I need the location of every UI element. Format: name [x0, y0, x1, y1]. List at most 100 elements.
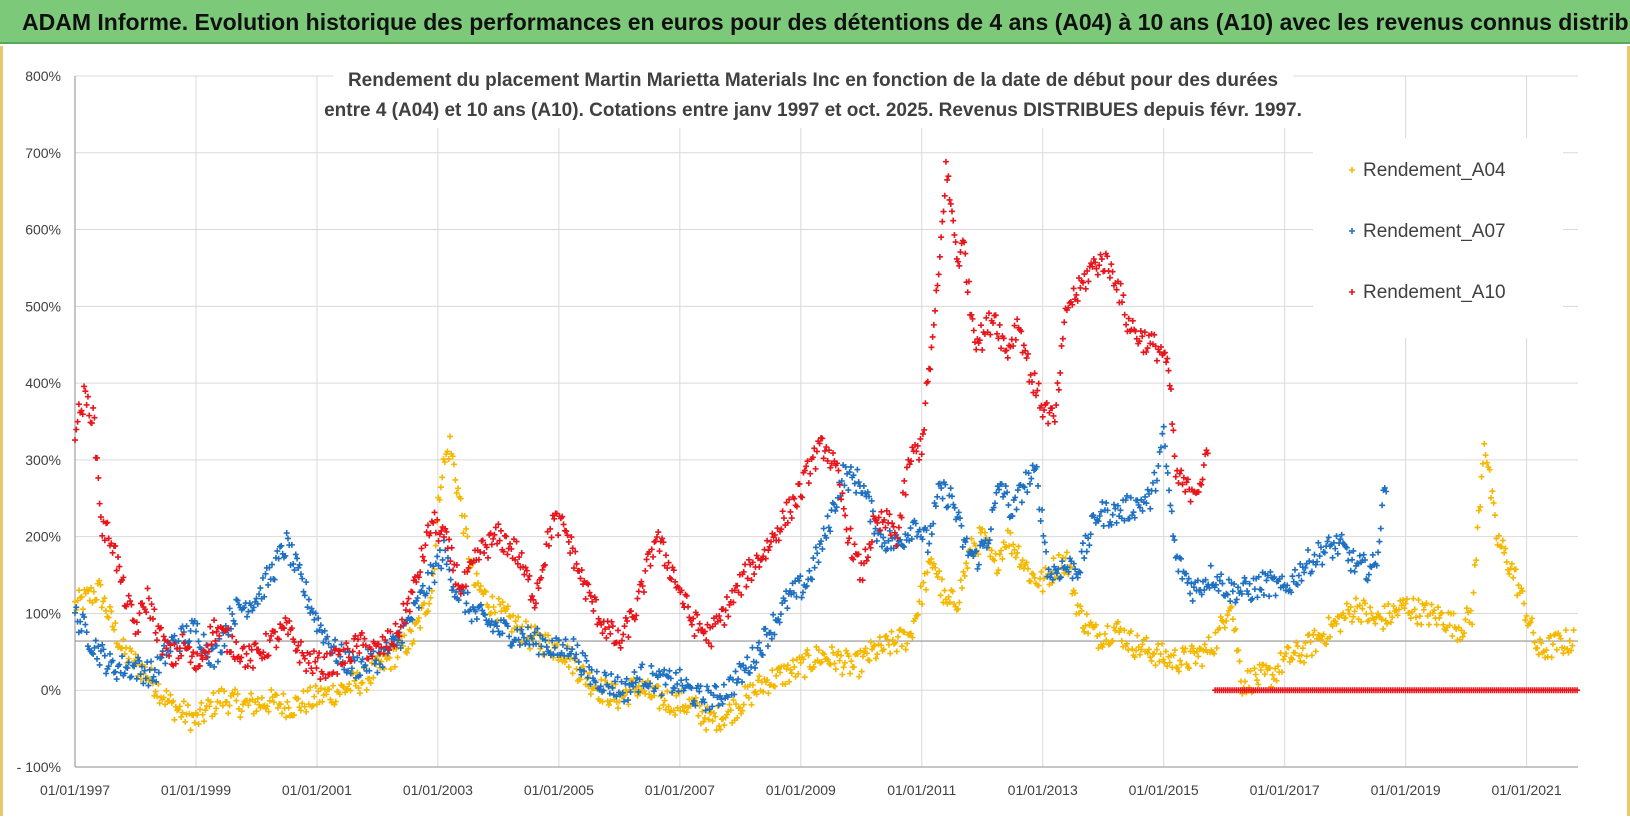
scatter-point	[330, 682, 337, 689]
scatter-point	[95, 643, 102, 650]
scatter-point	[277, 621, 284, 628]
scatter-point	[230, 617, 237, 624]
scatter-point	[678, 677, 685, 684]
scatter-point	[806, 567, 813, 574]
scatter-point	[1459, 633, 1466, 640]
scatter-point	[1155, 463, 1162, 470]
scatter-point	[1156, 658, 1163, 665]
x-tick-label: 01/01/2017	[1250, 782, 1320, 798]
y-tick-label: 400%	[25, 375, 61, 391]
scatter-point	[1078, 548, 1085, 555]
scatter-point	[600, 687, 607, 694]
scatter-point	[731, 587, 738, 594]
scatter-point	[748, 577, 755, 584]
scatter-point	[415, 615, 422, 622]
scatter-point	[543, 644, 550, 651]
scatter-point	[101, 652, 108, 659]
scatter-point	[727, 707, 734, 714]
scatter-point	[399, 639, 406, 646]
scatter-point	[959, 543, 966, 550]
scatter-point	[231, 686, 238, 693]
scatter-point	[1095, 518, 1102, 525]
scatter-point	[241, 604, 248, 611]
scatter-point	[656, 705, 663, 712]
scatter-point	[85, 587, 92, 594]
scatter-point	[605, 683, 612, 690]
scatter-point	[234, 691, 241, 698]
scatter-point	[127, 598, 134, 605]
scatter-point	[598, 621, 605, 628]
scatter-point	[574, 642, 581, 649]
scatter-point	[1022, 347, 1029, 354]
scatter-point	[1104, 507, 1111, 514]
scatter-point	[1201, 641, 1208, 648]
scatter-point	[442, 525, 449, 532]
scatter-point	[133, 675, 140, 682]
scatter-point	[1033, 463, 1040, 470]
scatter-point	[828, 644, 835, 651]
scatter-point	[1352, 595, 1359, 602]
scatter-point	[183, 623, 190, 630]
scatter-point	[1515, 582, 1522, 589]
scatter-point	[367, 680, 374, 687]
scatter-point	[1386, 610, 1393, 617]
scatter-point	[1455, 624, 1462, 631]
scatter-point	[494, 623, 501, 630]
scatter-point	[212, 637, 219, 644]
scatter-point	[663, 552, 670, 559]
scatter-point	[223, 698, 230, 705]
scatter-point	[578, 567, 585, 574]
scatter-point	[1320, 631, 1327, 638]
scatter-point	[516, 554, 523, 561]
scatter-point	[159, 651, 166, 658]
scatter-point	[1167, 502, 1174, 509]
scatter-point	[102, 607, 109, 614]
scatter-point	[608, 618, 615, 625]
scatter-point	[1092, 259, 1099, 266]
scatter-point	[1171, 647, 1178, 654]
scatter-point	[935, 271, 942, 278]
scatter-point	[296, 659, 303, 666]
scatter-point	[1131, 654, 1138, 661]
scatter-point	[265, 652, 272, 659]
scatter-point	[813, 448, 820, 455]
scatter-point	[866, 657, 873, 664]
scatter-point	[403, 649, 410, 656]
scatter-point	[1045, 420, 1052, 427]
scatter-point	[345, 654, 352, 661]
scatter-point	[1046, 409, 1053, 416]
scatter-point	[1483, 459, 1490, 466]
scatter-point	[434, 516, 441, 523]
scatter-point	[734, 714, 741, 721]
scatter-point	[780, 515, 787, 522]
y-tick-label: 0%	[41, 682, 61, 698]
scatter-point	[823, 534, 830, 541]
scatter-point	[1369, 551, 1376, 558]
scatter-point	[1081, 555, 1088, 562]
scatter-point	[187, 727, 194, 734]
scatter-point	[669, 689, 676, 696]
scatter-point	[531, 629, 538, 636]
scatter-point	[1139, 333, 1146, 340]
scatter-point	[292, 551, 299, 558]
scatter-point	[1190, 645, 1197, 652]
scatter-point	[515, 614, 522, 621]
scatter-point	[1414, 620, 1421, 627]
scatter-point	[908, 535, 915, 542]
scatter-point	[1166, 487, 1173, 494]
scatter-point	[439, 556, 446, 563]
scatter-point	[1311, 551, 1318, 558]
scatter-point	[463, 600, 470, 607]
scatter-point	[83, 629, 90, 636]
scatter-point	[455, 485, 462, 492]
scatter-point	[170, 698, 177, 705]
scatter-point	[78, 407, 85, 414]
scatter-point	[1193, 648, 1200, 655]
scatter-point	[744, 654, 751, 661]
scatter-point	[866, 493, 873, 500]
scatter-point	[1364, 577, 1371, 584]
scatter-point	[1200, 462, 1207, 469]
scatter-point	[730, 599, 737, 606]
scatter-point	[653, 534, 660, 540]
scatter-point	[793, 593, 800, 600]
